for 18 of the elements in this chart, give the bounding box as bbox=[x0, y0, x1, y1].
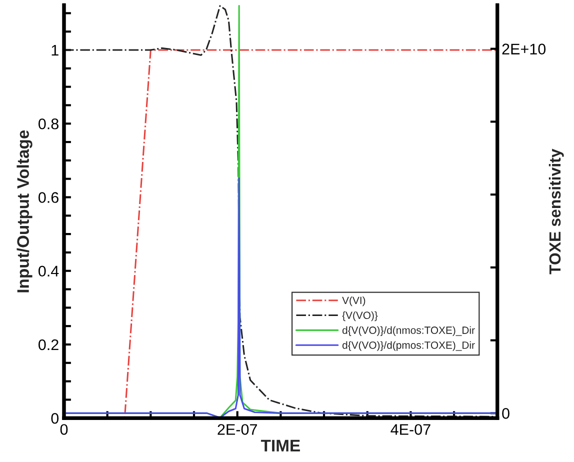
y-tick-label: 0.2 bbox=[38, 339, 58, 350]
y-tick-label: 0.8 bbox=[38, 118, 58, 130]
legend-label: d{V(VO)}/d(pmos:TOXE)_Dir bbox=[342, 341, 475, 351]
y2-tick-label: 2E+10 bbox=[502, 44, 546, 54]
y2-axis-title: TOXE sensitivity bbox=[548, 148, 564, 274]
y-tick-label: 0.6 bbox=[38, 192, 58, 203]
y-tick-label: 1 bbox=[52, 45, 58, 56]
y2-tick-label: 0 bbox=[502, 408, 510, 419]
y-tick-label: 0.4 bbox=[38, 266, 59, 277]
x-axis-title: TIME bbox=[260, 440, 300, 452]
x-tick-label: 2E-07 bbox=[218, 424, 257, 435]
y-axis-title: Input/Output Voltage bbox=[16, 130, 32, 292]
x-tick-label: 0 bbox=[60, 424, 68, 435]
legend-label: V(VI) bbox=[342, 296, 366, 306]
x-tick-label: 4E-07 bbox=[390, 424, 430, 435]
y-tick-label: 0 bbox=[51, 412, 59, 424]
legend-label: d{V(VO)}/d(nmos:TOXE)_Dir bbox=[342, 326, 475, 336]
legend-label: {V(VO)} bbox=[342, 311, 378, 322]
